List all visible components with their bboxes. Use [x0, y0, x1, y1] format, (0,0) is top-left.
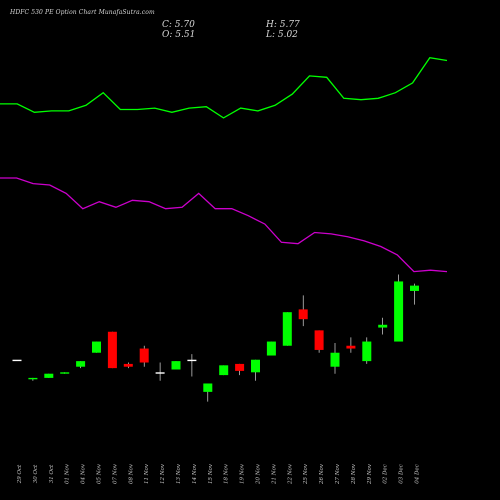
candle-body [171, 361, 181, 370]
chart-title: HDFC 530 PE Option Chart MunafaSutra.com [10, 9, 155, 16]
candle-body [410, 285, 419, 291]
x-tick-label: 05 Nov [97, 463, 103, 484]
candle-22 [362, 337, 372, 364]
high-readout: H: 5.77 [266, 20, 300, 30]
indicator-bands [0, 56, 448, 273]
candle-body [235, 363, 245, 371]
candle-body [282, 312, 292, 346]
x-tick-label: 13 Nov [176, 463, 182, 484]
candle-23 [378, 317, 388, 335]
candle-body [139, 348, 149, 363]
candle-25 [410, 283, 419, 305]
x-tick-label: 29 Oct [17, 464, 23, 484]
candle-body [12, 359, 22, 362]
candle-body [330, 352, 340, 367]
low-readout: L: 5.02 [266, 30, 298, 40]
candle-body [346, 345, 356, 349]
candle-4 [76, 361, 86, 369]
candle-body [378, 324, 388, 328]
x-tick-label: 25 Nov [303, 463, 309, 485]
candle-17 [282, 312, 292, 346]
candle-2 [44, 373, 54, 378]
x-tick-label: 08 Nov [128, 463, 134, 484]
x-tick-label: 22 Nov [287, 463, 293, 485]
candle-body [123, 363, 133, 367]
candle-14 [235, 363, 245, 376]
close-readout: C: 5.70 [162, 20, 195, 30]
x-tick-label: 21 Nov [271, 463, 277, 485]
candle-18 [298, 295, 308, 327]
candle-body [219, 365, 229, 376]
x-tick-label: 19 Nov [240, 463, 246, 484]
upper-band-line [0, 56, 448, 119]
candle-body [203, 383, 213, 392]
candle-body [362, 341, 372, 362]
candle-body [76, 361, 86, 367]
candle-13 [219, 365, 229, 376]
candle-body [60, 372, 70, 374]
x-tick-label: 18 Nov [224, 463, 230, 484]
candle-6 [107, 331, 117, 369]
x-tick-label: 04 Nov [81, 463, 87, 484]
x-tick-label: 14 Nov [192, 463, 198, 484]
candle-body [92, 341, 101, 353]
candle-5 [92, 341, 101, 353]
candle-body [28, 377, 38, 380]
lower-band-line [0, 177, 448, 273]
candle-10 [171, 361, 181, 370]
candle-16 [266, 341, 276, 356]
candle-24 [394, 274, 404, 342]
x-tick-label: 31 Oct [49, 464, 55, 483]
candle-body [314, 330, 324, 350]
candle-body [155, 372, 165, 374]
x-tick-label: 11 Nov [144, 463, 150, 484]
x-tick-label: 07 Nov [112, 463, 118, 484]
candle-15 [251, 359, 260, 381]
x-axis-labels: 29 Oct 30 Oct 31 Oct 01 Nov 04 Nov 05 Nov 07 N… [17, 463, 421, 485]
candle-8 [139, 345, 149, 367]
x-tick-label: 30 Oct [33, 464, 39, 483]
x-tick-label: 15 Nov [208, 463, 214, 484]
open-readout: O: 5.51 [162, 30, 196, 40]
candle-body [394, 281, 404, 342]
candle-body [298, 309, 308, 320]
candles [12, 274, 419, 402]
candle-20 [330, 342, 340, 374]
candle-body [251, 359, 260, 373]
candle-body [187, 359, 197, 362]
x-tick-label: 12 Nov [160, 463, 166, 484]
candle-body [107, 331, 117, 369]
candle-11 [187, 354, 197, 377]
x-tick-label: 29 Nov [367, 463, 373, 485]
candle-19 [314, 330, 324, 353]
candle-body [44, 373, 54, 378]
candle-1 [28, 377, 38, 381]
x-tick-label: 28 Nov [351, 463, 357, 485]
candle-21 [346, 337, 356, 353]
candle-7 [123, 362, 133, 369]
x-tick-label: 20 Nov [256, 463, 262, 485]
candle-0 [12, 359, 22, 362]
candle-9 [155, 362, 165, 381]
x-tick-label: 04 Dec [415, 464, 421, 484]
x-tick-label: 03 Dec [399, 464, 405, 484]
candle-3 [60, 372, 70, 374]
x-tick-label: 26 Nov [319, 463, 325, 485]
x-tick-label: 02 Dec [383, 464, 389, 484]
x-tick-label: 27 Nov [335, 463, 341, 485]
candle-body [266, 341, 276, 356]
x-tick-label: 01 Nov [65, 463, 71, 484]
candle-12 [203, 383, 213, 402]
